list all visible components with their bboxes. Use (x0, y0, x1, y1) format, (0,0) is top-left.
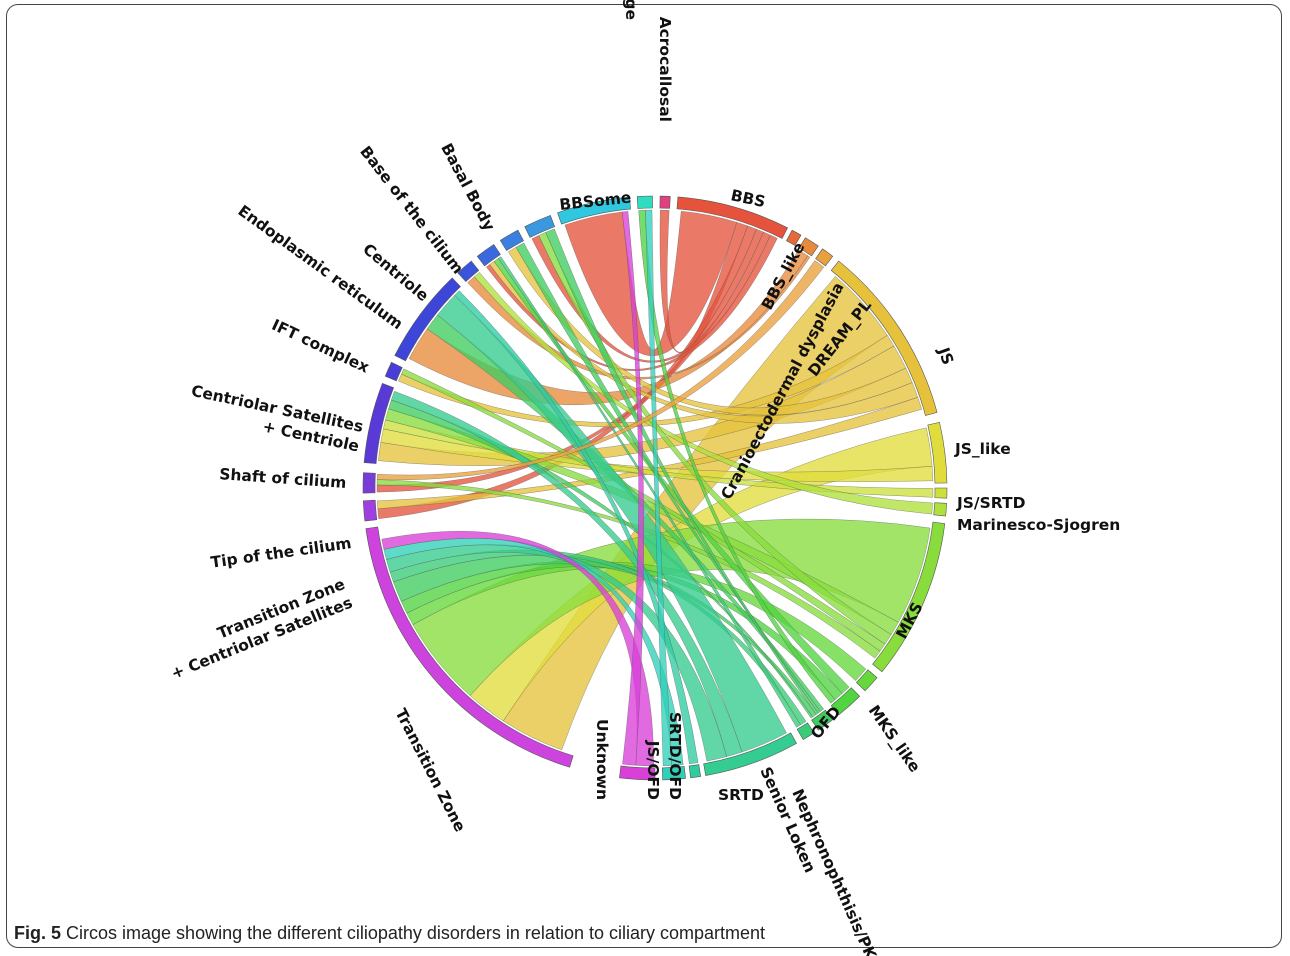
segment-arc-ift (394, 277, 461, 362)
chord-link-js-cscen (398, 334, 895, 428)
chord-link-nephro-bb (545, 228, 819, 715)
segment-arc-cscen (384, 361, 403, 382)
chord-links (376, 209, 934, 767)
segment-label-shaft: Shaft of cilium (219, 465, 347, 492)
segment-label-srtdofd: SRTD/OFD (666, 712, 684, 800)
segment-label-bb: Basal Body (437, 140, 498, 234)
chord-link-unknown-bbsome (621, 211, 645, 766)
segment-label-tzcs: Transition Zone+ Centriolar Satellites (161, 575, 355, 683)
segment-arc-jsl (927, 421, 948, 484)
segment-label-tip: Tip of the cilium (210, 534, 353, 572)
segment-arc-nephro (811, 709, 834, 731)
chord-link-mks-tip (376, 479, 881, 659)
segment-label-tz: Transition Zone (391, 706, 469, 835)
chord-link-ofd-cen (493, 258, 850, 694)
chord-link-js-base (507, 246, 913, 416)
segment-label-ift: IFT complex (269, 316, 372, 377)
segment-arcs (362, 195, 948, 781)
segment-arc-mks (872, 521, 946, 673)
segment-arc-tzcs (362, 499, 378, 522)
chord-link-dream-tip (376, 260, 825, 481)
segment-arc-base (499, 229, 524, 251)
segment-arc-dream (815, 248, 834, 267)
chord-link-senior-tz (389, 549, 807, 726)
segment-label-marin: Marinesco-Sjogren (957, 516, 1120, 534)
segment-label-js: JS (934, 344, 957, 367)
chord-link-marin-er (474, 272, 933, 515)
segment-arc-bb (524, 215, 556, 238)
segment-label-jssrtd: JS/SRTD (956, 494, 1026, 512)
chord-link-bbs-bbsome (564, 210, 738, 356)
figure-caption: Fig. 5 Circos image showing the differen… (14, 923, 765, 944)
chord-link-senior-cen (497, 256, 801, 728)
segment-arc-cen (476, 244, 501, 267)
segment-label-capp: Centriolar Appendage (622, 0, 640, 20)
segment-label-acro: Acrocallosal (656, 17, 674, 122)
chord-link-js-cen (489, 261, 919, 424)
chord-link-bbs-cen (486, 234, 778, 371)
segment-arc-cranio (798, 237, 819, 257)
segment-arc-jssrtd (934, 487, 948, 499)
segment-label-jsl: JS_like (954, 440, 1011, 458)
segment-arc-bbsome (557, 196, 631, 225)
segment-arc-mksl (855, 669, 878, 692)
segment-arc-shaft (363, 382, 394, 464)
segment-arc-ofd (830, 687, 861, 716)
segment-label-srtd: SRTD (718, 786, 764, 804)
chord-link-srtd-tz (386, 544, 727, 762)
segment-arc-acro (659, 195, 671, 209)
segment-label-cscen: Centriolar Satellites+ Centriole (185, 382, 364, 456)
segment-arc-srtd (703, 732, 797, 776)
segment-arc-tip (362, 472, 376, 494)
segment-arc-bbs (676, 196, 788, 239)
segment-arc-tz (365, 526, 574, 768)
caption-text: Circos image showing the different cilio… (66, 923, 766, 943)
segment-arc-js (830, 260, 938, 416)
segment-arc-marin (933, 502, 947, 517)
chord-link-jsofd-capp (645, 209, 673, 767)
segment-label-mksl: MKS_like (865, 702, 924, 776)
segment-arc-capp (636, 195, 653, 209)
segment-arc-unknown (619, 765, 656, 781)
segment-arc-srtdofd (688, 764, 702, 779)
segment-arc-bbsl (786, 229, 802, 246)
chord-link-ofd-capp (638, 209, 836, 704)
segment-arc-senior (796, 722, 815, 741)
segment-label-jsofd: JS/OFD (644, 740, 662, 800)
segment-arc-er (457, 260, 480, 282)
caption-label: Fig. 5 (14, 923, 62, 943)
segment-label-unknown: Unknown (593, 719, 611, 800)
segment-arc-jsofd (662, 766, 686, 781)
chord-link-cranio-er (467, 255, 811, 380)
chord-link-js-tzcs (377, 397, 922, 510)
chord-link-mks-bb (538, 232, 892, 645)
chord-link-srtd-ift (437, 294, 787, 753)
